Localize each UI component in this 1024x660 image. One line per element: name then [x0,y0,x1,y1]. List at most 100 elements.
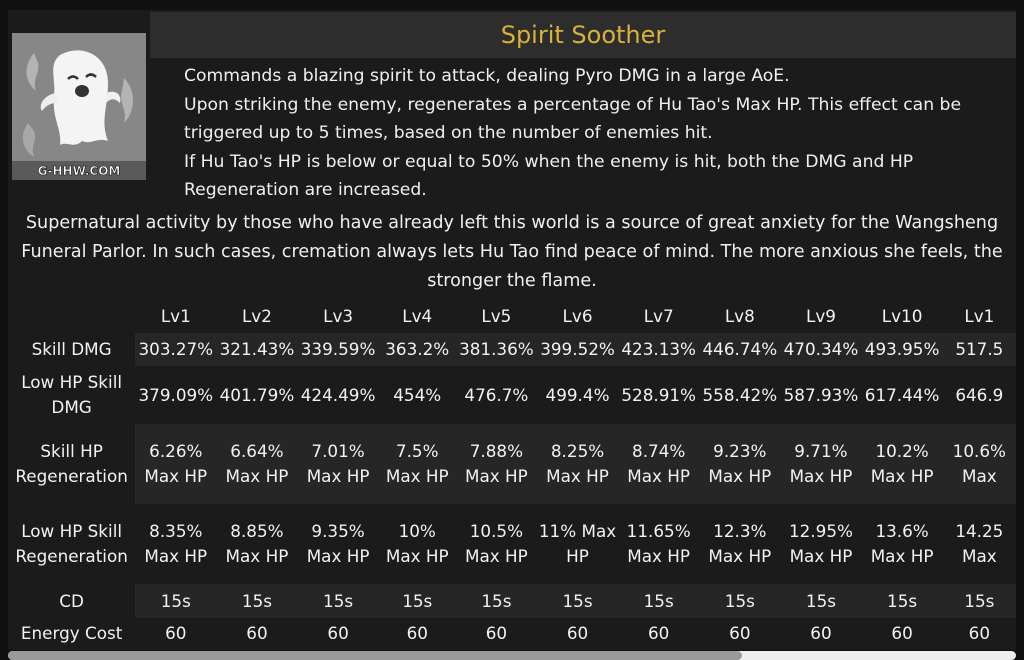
skill-panel: G-HHW.COM Spirit Soother Commands a blaz… [8,10,1016,650]
table-row: Low HP Skill Regeneration 8.35% Max HP 8… [8,504,1016,584]
table-cell: 60 [942,618,1016,649]
skill-stats-table: Lv1 Lv2 Lv3 Lv4 Lv5 Lv6 Lv7 Lv8 Lv9 Lv10… [8,299,1016,649]
table-cell: 381.36% [455,333,537,366]
table-cell: 558.42% [699,366,781,424]
table-cell: 303.27% [135,333,217,366]
table-cell: 7.88% Max HP [455,424,537,504]
table-cell: 60 [216,618,298,649]
scrollbar-thumb[interactable] [8,651,742,660]
table-cell: 363.2% [378,333,456,366]
row-label: Low HP Skill Regeneration [8,504,136,584]
table-cell: 15s [942,584,1016,618]
table-cell: 60 [536,618,619,649]
table-cell: 60 [378,618,456,649]
table-cell: 60 [297,618,379,649]
table-cell: 321.43% [216,333,298,366]
table-cell: 60 [618,618,700,649]
description-line: Commands a blazing spirit to attack, dea… [184,66,790,86]
table-cell: 9.23% Max HP [699,424,781,504]
table-cell: 528.91% [618,366,700,424]
table-cell: 15s [699,584,781,618]
table-cell: 11.65% Max HP [618,504,700,584]
table-cell: 15s [618,584,700,618]
table-cell: 9.71% Max HP [780,424,862,504]
table-cell: 8.85% Max HP [216,504,298,584]
table-cell: 15s [135,584,217,618]
description-line: If Hu Tao's HP is below or equal to 50% … [184,151,914,201]
header-corner [8,299,136,333]
level-header: Lv1 [135,299,217,333]
row-label: Skill DMG [8,333,136,366]
table-cell: 646.9 [942,366,1016,424]
level-header: Lv3 [297,299,379,333]
table-cell: 493.95% [861,333,943,366]
table-cell: 454% [378,366,456,424]
table-cell: 10% Max HP [378,504,456,584]
table-row: Skill DMG 303.27% 321.43% 339.59% 363.2%… [8,333,1016,366]
row-label: Skill HP Regeneration [8,424,136,504]
table-cell: 423.13% [618,333,700,366]
table-cell: 15s [455,584,537,618]
table-cell: 15s [780,584,862,618]
table-cell: 14.25 Max [942,504,1016,584]
table-cell: 424.49% [297,366,379,424]
table-cell: 60 [699,618,781,649]
horizontal-scrollbar[interactable] [8,651,1016,660]
table-cell: 10.5% Max HP [455,504,537,584]
lore-text: Supernatural activity by those who have … [21,213,1003,291]
table-cell: 15s [216,584,298,618]
skill-lore: Supernatural activity by those who have … [8,209,1016,296]
table-cell: 8.35% Max HP [135,504,217,584]
table-cell: 10.6% Max [942,424,1016,504]
table-cell: 60 [455,618,537,649]
level-header: Lv6 [536,299,619,333]
level-header: Lv9 [780,299,862,333]
level-header: Lv7 [618,299,700,333]
table-cell: 446.74% [699,333,781,366]
table-cell: 499.4% [536,366,619,424]
table-row: Skill HP Regeneration 6.26% Max HP 6.64%… [8,424,1016,504]
skill-description: Commands a blazing spirit to attack, dea… [184,62,1010,205]
table-cell: 399.52% [536,333,619,366]
table-cell: 379.09% [135,366,217,424]
table-cell: 617.44% [861,366,943,424]
level-header: Lv10 [861,299,943,333]
table-cell: 15s [536,584,619,618]
table-cell: 339.59% [297,333,379,366]
table-cell: 15s [378,584,456,618]
table-row: Energy Cost 60 60 60 60 60 60 60 60 60 6… [8,618,1016,649]
description-line: Upon striking the enemy, regenerates a p… [184,94,962,144]
table-cell: 470.34% [780,333,862,366]
table-cell: 10.2% Max HP [861,424,943,504]
table-cell: 15s [861,584,943,618]
table-cell: 7.01% Max HP [297,424,379,504]
level-header: Lv4 [378,299,456,333]
table-cell: 401.79% [216,366,298,424]
table-cell: 12.3% Max HP [699,504,781,584]
table-cell: 6.26% Max HP [135,424,217,504]
table-cell: 587.93% [780,366,862,424]
row-label: CD [8,584,136,618]
row-label: Energy Cost [8,618,136,649]
row-label: Low HP Skill DMG [8,366,136,424]
table-cell: 15s [297,584,379,618]
table-cell: 13.6% Max HP [861,504,943,584]
level-header: Lv8 [699,299,781,333]
table-row: CD 15s 15s 15s 15s 15s 15s 15s 15s 15s 1… [8,584,1016,618]
table-cell: 60 [780,618,862,649]
table-cell: 7.5% Max HP [378,424,456,504]
ghost-spirit-icon: G-HHW.COM [12,33,146,180]
table-cell: 12.95% Max HP [780,504,862,584]
level-header-row: Lv1 Lv2 Lv3 Lv4 Lv5 Lv6 Lv7 Lv8 Lv9 Lv10… [8,299,1016,333]
level-header: Lv5 [455,299,537,333]
skill-title: Spirit Soother [150,12,1016,58]
table-cell: 8.74% Max HP [618,424,700,504]
svg-text:G-HHW.COM: G-HHW.COM [38,164,121,178]
table-cell: 6.64% Max HP [216,424,298,504]
table-cell: 476.7% [455,366,537,424]
level-header: Lv2 [216,299,298,333]
table-cell: 517.5 [942,333,1016,366]
table-row: Low HP Skill DMG 379.09% 401.79% 424.49%… [8,366,1016,424]
table-cell: 11% Max HP [536,504,619,584]
level-header: Lv1 [942,299,1016,333]
